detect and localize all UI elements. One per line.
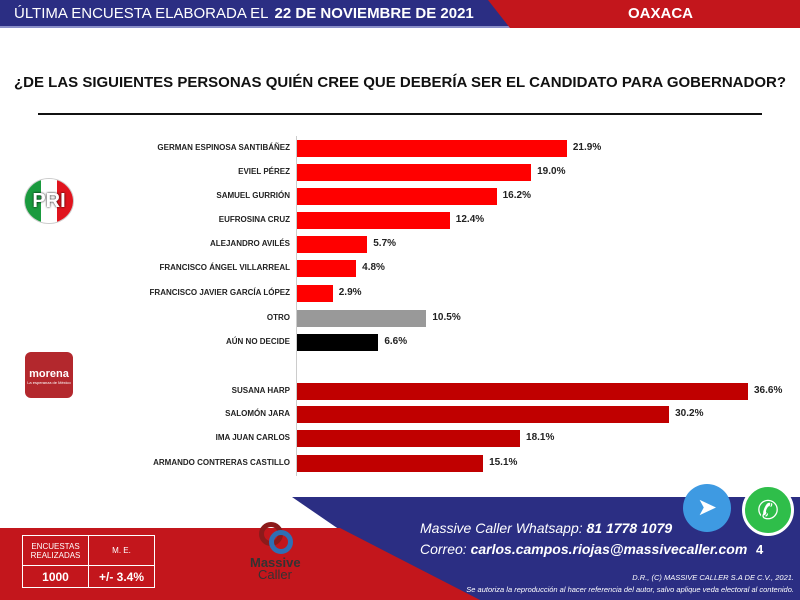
bar bbox=[297, 310, 427, 327]
stats-me: +/- 3.4% bbox=[88, 565, 155, 588]
data-label: 12.4% bbox=[455, 214, 485, 225]
category-label: FRANCISCO JAVIER GARCÍA LÓPEZ bbox=[149, 288, 290, 297]
category-label: OTRO bbox=[266, 313, 290, 322]
data-label: 4.8% bbox=[362, 262, 385, 273]
bar bbox=[297, 164, 532, 181]
whatsapp-icon[interactable]: ✆ bbox=[742, 484, 794, 536]
bar bbox=[297, 334, 379, 351]
pri-logo-text: PRI bbox=[32, 190, 66, 212]
data-label: 30.2% bbox=[675, 408, 704, 419]
header-region-bg bbox=[488, 0, 800, 28]
divider bbox=[38, 113, 762, 115]
wa-number: 81 1778 1079 bbox=[586, 520, 673, 536]
bar bbox=[297, 212, 450, 229]
pri-logo: PRI bbox=[24, 178, 74, 224]
stats-header-surveys: ENCUESTAS REALIZADAS bbox=[22, 535, 89, 566]
category-label: FRANCISCO ÁNGEL VILLARREAL bbox=[159, 263, 290, 272]
bar bbox=[297, 406, 670, 423]
category-label: SUSANA HARP bbox=[231, 386, 290, 395]
bar bbox=[297, 140, 567, 157]
whatsapp-contact: Massive Caller Whatsapp: 81 1778 1079 bbox=[420, 520, 672, 536]
category-label: ALEJANDRO AVILÉS bbox=[209, 239, 290, 248]
email-contact: Correo: carlos.campos.riojas@massivecall… bbox=[420, 541, 747, 557]
telegram-icon[interactable]: ➤ bbox=[683, 484, 731, 532]
massive-caller-logo: Massive Caller bbox=[250, 520, 301, 582]
category-label: GERMAN ESPINOSA SANTIBÁÑEZ bbox=[157, 143, 290, 152]
data-label: 6.6% bbox=[384, 336, 408, 347]
bar bbox=[297, 236, 368, 253]
logo-mark-icon bbox=[255, 520, 295, 556]
chart-title: ¿DE LAS SIGUIENTES PERSONAS QUIÉN CREE Q… bbox=[13, 74, 787, 91]
bar bbox=[297, 455, 484, 472]
category-label: EVIEL PÉREZ bbox=[238, 167, 290, 176]
page-number: 4 bbox=[756, 542, 764, 557]
mail-link[interactable]: carlos.campos.riojas@massivecaller.com bbox=[470, 541, 748, 557]
date-value: 22 DE NOVIEMBRE DE 2021 bbox=[274, 5, 474, 22]
category-label: ARMANDO CONTRERAS CASTILLO bbox=[153, 458, 290, 467]
bar bbox=[297, 188, 497, 205]
category-label: SALOMÓN JARA bbox=[225, 409, 290, 418]
data-label: 36.6% bbox=[754, 385, 783, 396]
data-label: 10.5% bbox=[432, 312, 461, 323]
category-label: EUFROSINA CRUZ bbox=[218, 215, 290, 224]
bar bbox=[297, 260, 357, 277]
stats-surveys: 1000 bbox=[22, 565, 89, 588]
date-prefix: ÚLTIMA ENCUESTA ELABORADA EL bbox=[14, 5, 269, 22]
survey-stats-table: ENCUESTAS REALIZADAS M. E. 1000 +/- 3.4% bbox=[22, 535, 155, 588]
data-label: 18.1% bbox=[526, 432, 555, 443]
bar bbox=[297, 285, 333, 302]
bar bbox=[297, 430, 521, 447]
data-label: 5.7% bbox=[373, 238, 397, 249]
category-label: IMA JUAN CARLOS bbox=[215, 433, 290, 442]
notice: Se autoriza la reproducción al hacer ref… bbox=[466, 585, 794, 594]
morena-logo-text: morena bbox=[29, 368, 69, 380]
copyright: D.R., (C) MASSIVE CALLER S.A DE C.V., 20… bbox=[632, 573, 794, 582]
stats-header-me: M. E. bbox=[88, 535, 155, 566]
region-label: OAXACA bbox=[628, 5, 694, 22]
category-label: SAMUEL GURRIÓN bbox=[216, 191, 290, 200]
data-label: 2.9% bbox=[338, 287, 362, 298]
logo-massive: Massive bbox=[250, 555, 301, 570]
morena-logo: morena La esperanza de México bbox=[25, 352, 73, 398]
wa-label: Massive Caller Whatsapp: bbox=[420, 520, 583, 536]
data-label: 15.1% bbox=[489, 457, 518, 468]
bar bbox=[297, 383, 748, 400]
chart-axis bbox=[296, 136, 297, 476]
category-label: AÚN NO DECIDE bbox=[225, 337, 290, 346]
data-label: 16.2% bbox=[502, 190, 531, 201]
data-label: 21.9% bbox=[572, 142, 602, 153]
logo-caller: Caller bbox=[258, 567, 292, 582]
data-label: 19.0% bbox=[537, 166, 566, 177]
survey-date: ÚLTIMA ENCUESTA ELABORADA EL 22 DE NOVIEM… bbox=[14, 5, 474, 22]
mail-label: Correo: bbox=[420, 541, 467, 557]
morena-logo-sub: La esperanza de México bbox=[27, 380, 71, 385]
